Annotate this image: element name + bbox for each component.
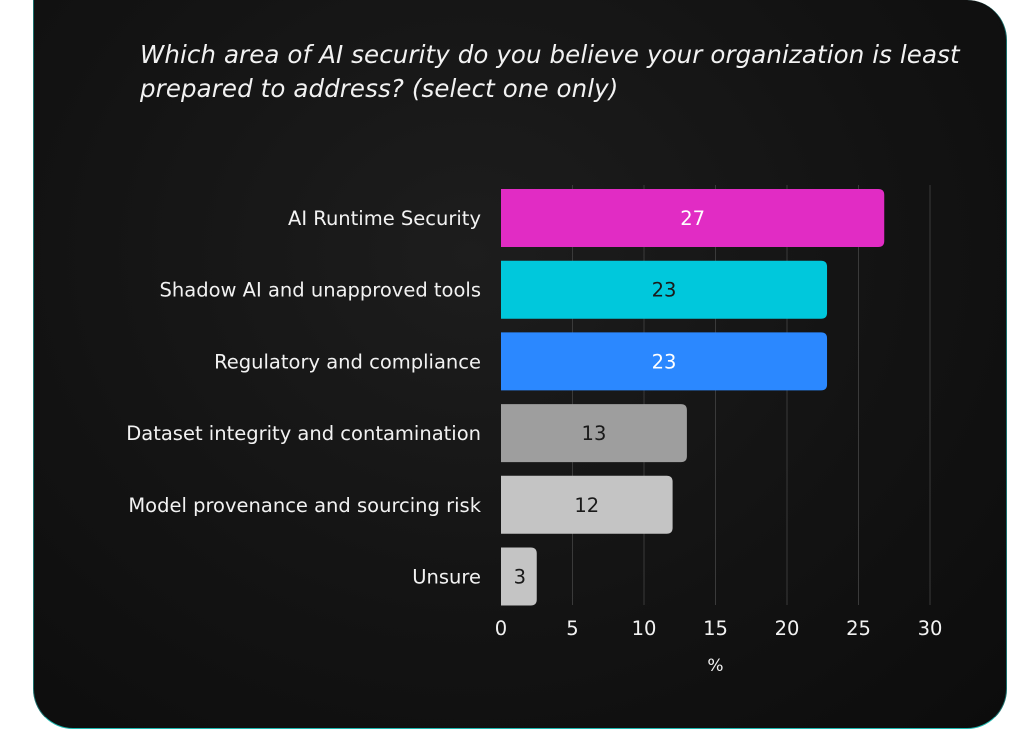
x-tick-label-5: 5 xyxy=(566,617,578,640)
category-label-regulatory-and-compliance: Regulatory and compliance xyxy=(214,350,481,373)
bar-shadow-ai-and-unapproved-tools xyxy=(501,260,828,319)
category-label-dataset-integrity-and-contamination: Dataset integrity and contamination xyxy=(126,422,481,445)
category-label-ai-runtime-security: AI Runtime Security xyxy=(288,207,481,230)
category-label-shadow-ai-and-unapproved-tools: Shadow AI and unapproved tools xyxy=(160,279,481,302)
category-label-unsure: Unsure xyxy=(412,566,481,589)
value-label-unsure: 3 xyxy=(514,566,526,589)
value-label-ai-runtime-security: 27 xyxy=(680,207,705,230)
bar-dataset-integrity-and-contamination xyxy=(501,404,687,463)
value-label-regulatory-and-compliance: 23 xyxy=(652,350,677,373)
value-label-shadow-ai-and-unapproved-tools: 23 xyxy=(652,279,677,302)
bar-model-provenance-and-sourcing-risk xyxy=(501,475,673,534)
x-tick-label-20: 20 xyxy=(775,617,800,640)
question-title: Which area of AI security do you believe… xyxy=(140,40,960,103)
x-tick-label-30: 30 xyxy=(918,617,943,640)
value-label-dataset-integrity-and-contamination: 13 xyxy=(582,422,607,445)
x-axis-title: % xyxy=(707,656,723,676)
x-tick-label-25: 25 xyxy=(846,617,871,640)
value-label-model-provenance-and-sourcing-risk: 12 xyxy=(574,494,599,517)
x-tick-label-15: 15 xyxy=(703,617,728,640)
x-tick-label-10: 10 xyxy=(632,617,657,640)
x-tick-label-0: 0 xyxy=(495,617,507,640)
category-label-model-provenance-and-sourcing-risk: Model provenance and sourcing risk xyxy=(128,494,481,517)
bar-regulatory-and-compliance xyxy=(501,332,828,391)
bar-ai-runtime-security xyxy=(501,189,885,247)
bar-unsure xyxy=(501,547,537,606)
